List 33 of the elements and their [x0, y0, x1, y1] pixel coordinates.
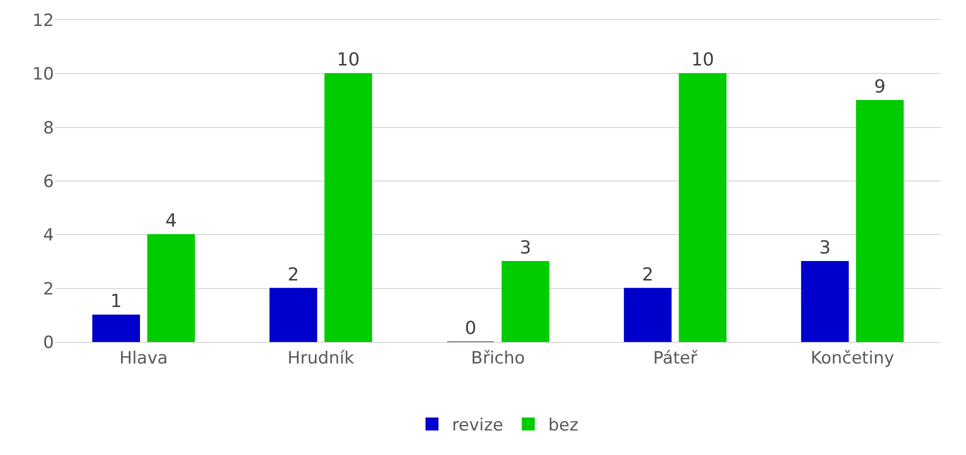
bar: [624, 288, 672, 342]
bar: [324, 73, 372, 342]
y-tick-label: 4: [43, 226, 54, 246]
data-label: 2: [642, 264, 654, 286]
x-tick-label: Hrudník: [287, 348, 354, 368]
x-tick-label: Páteř: [653, 348, 698, 368]
data-label: 10: [691, 50, 714, 71]
data-label: 2: [288, 264, 300, 286]
x-tick-label: Hlava: [119, 348, 168, 368]
x-tick-label: Břicho: [471, 348, 525, 368]
bar: [856, 100, 904, 342]
data-label: 9: [874, 76, 886, 98]
y-tick-label: 10: [32, 64, 54, 85]
bar: [269, 288, 318, 342]
data-label: 4: [165, 210, 177, 232]
bar: [92, 314, 140, 342]
bar: [502, 261, 550, 342]
y-tick-label: 6: [43, 172, 54, 192]
data-label: 10: [336, 50, 360, 71]
bar: [678, 73, 727, 342]
y-tick-label: 8: [43, 118, 54, 138]
x-tick-label: Končetiny: [810, 348, 894, 368]
y-tick-label: 0: [43, 332, 54, 353]
y-tick-label: 2: [43, 279, 54, 300]
data-label: 1: [110, 291, 122, 312]
legend-label: revize: [452, 416, 504, 436]
data-label: 3: [819, 238, 831, 258]
legend-label: bez: [548, 416, 578, 436]
bar: [147, 234, 195, 342]
data-label: 0: [464, 318, 476, 339]
y-tick-label: 12: [32, 10, 54, 31]
bar: [801, 261, 849, 342]
data-label: 3: [520, 238, 532, 258]
